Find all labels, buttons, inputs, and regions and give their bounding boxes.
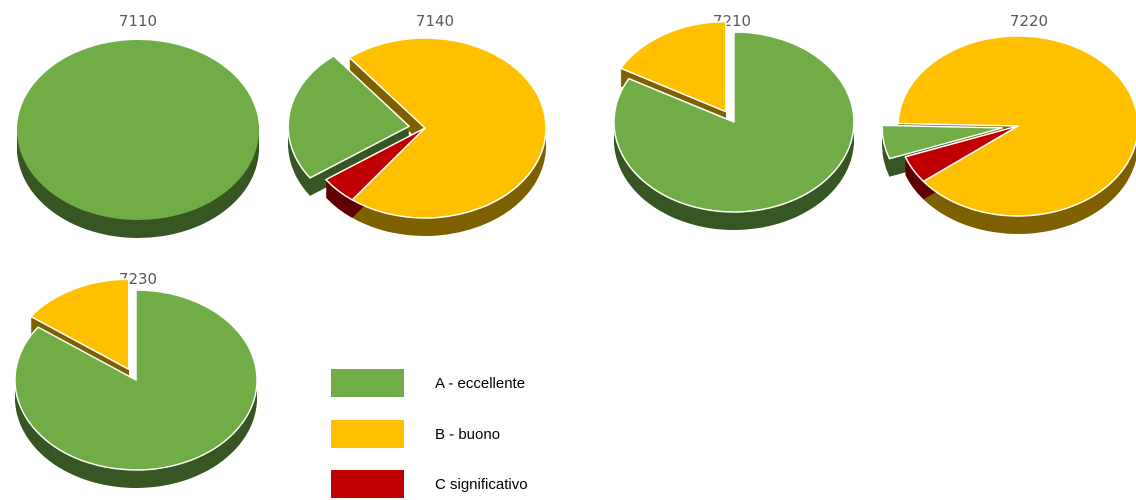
slice-a-7110 (17, 40, 259, 220)
pie-7220 (881, 35, 1136, 235)
legend-swatch-a (331, 369, 404, 397)
legend-label-b: B - buono (435, 426, 501, 443)
slice-b-7210 (619, 20, 727, 113)
chart-title-7140: 7140 (415, 12, 455, 30)
chart-title-7220: 7220 (1009, 12, 1049, 30)
pie-7110 (17, 40, 259, 238)
slice-a-7230 (14, 289, 258, 471)
slice-a-7220 (881, 124, 1003, 160)
slice-a-7210 (613, 31, 855, 213)
slice-c-7140 (325, 127, 426, 201)
legend-swatch-b (331, 420, 404, 448)
pie-7210 (613, 20, 855, 230)
slice-b-7230 (30, 278, 130, 371)
slice-b-7220 (897, 35, 1136, 217)
legend-label-a: A - eccellente (435, 375, 526, 392)
slice-a-7140 (287, 55, 410, 179)
pie-7140 (287, 37, 547, 237)
slice-c-7220 (904, 125, 1019, 183)
legend-swatch-c (331, 470, 404, 498)
legend-label-c: C significativo (435, 476, 528, 493)
slice-b-7140 (348, 37, 547, 219)
chart-title-7110: 7110 (118, 12, 158, 30)
pie-7230 (14, 278, 258, 488)
